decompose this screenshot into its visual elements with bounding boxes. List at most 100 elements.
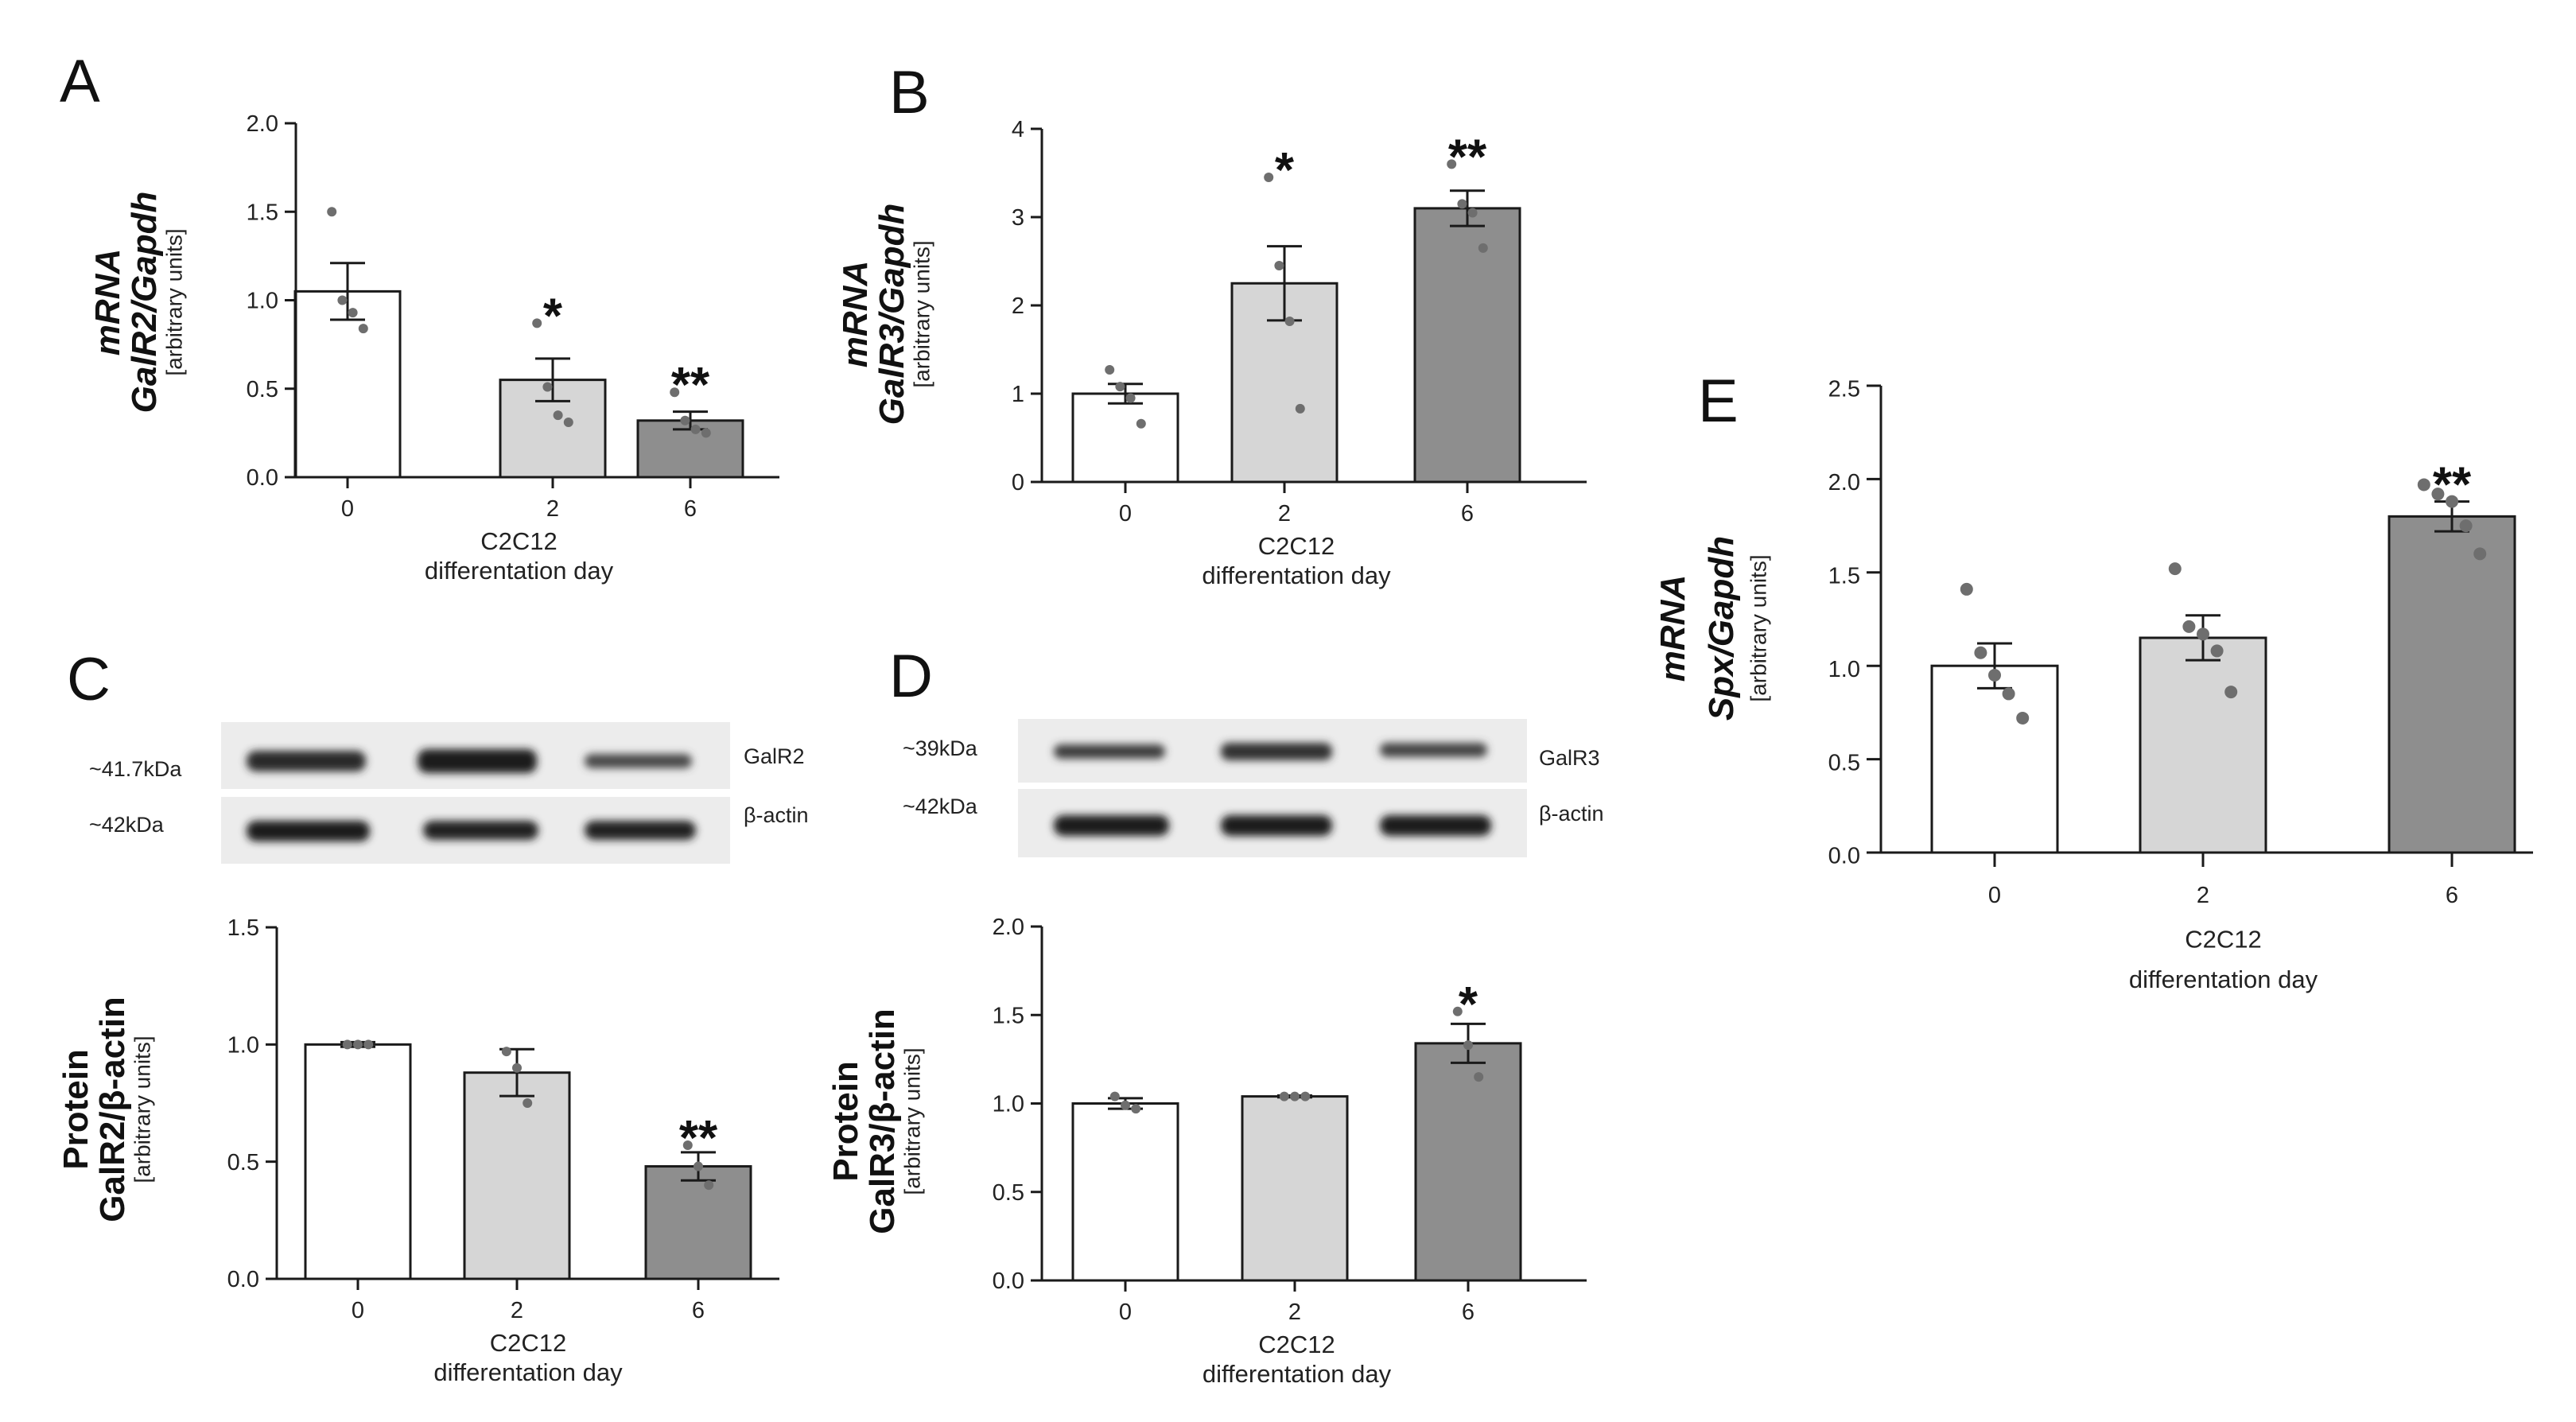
y-tick-label-b: 4 [1012,117,1024,142]
panel-letter-e: E [1698,367,1739,435]
y-axis-title-ratio-c: GalR2/β-actin [93,997,132,1222]
data-point-c-1-0 [501,1047,511,1057]
y-tick-label-d: 1.0 [993,1092,1024,1117]
x-axis-subtitle-e: differentation day [2129,965,2318,993]
blot-d-target-size: ~39kDa [903,736,978,760]
significance-e-2: ** [2433,458,2472,513]
data-point-e-1-3 [2210,644,2224,658]
data-point-e-2-0 [2417,478,2430,491]
blot-d-band [1054,815,1169,836]
x-axis-title-d: C2C12 [1258,1331,1335,1358]
data-point-a-2-2 [690,424,701,434]
bar-d-1 [1241,1095,1349,1282]
x-tick-label-c: 6 [692,1298,705,1323]
data-point-d-2-0 [1452,1006,1463,1016]
x-axis-subtitle-a: differentation day [425,557,614,585]
data-point-e-2-1 [2431,488,2445,501]
data-point-a-2-3 [701,428,711,438]
bar-d-2 [1414,1042,1522,1282]
y-axis-title-main-c: Protein [56,1049,95,1170]
blot-d-band [1054,744,1165,759]
x-axis-subtitle-d: differentation day [1203,1360,1392,1388]
x-tick-label-e: 0 [1988,883,2001,908]
significance-d-2: * [1459,977,1478,1032]
x-axis-title-b: C2C12 [1258,532,1335,560]
blot-d-control-size: ~42kDa [903,795,978,818]
y-tick-label-b: 0 [1012,470,1024,495]
blot-d: ~39kDa ~42kDa GalR3 β-actin [903,719,1604,857]
data-point-c-0-1 [353,1039,363,1050]
data-point-e-1-2 [2197,627,2209,641]
data-point-a-0-1 [337,295,348,305]
x-tick-label-d: 0 [1119,1300,1132,1325]
data-point-e-2-2 [2446,495,2458,508]
y-axis-title-units-a: [arbitrary units] [161,228,186,375]
panel-d: D * 0.0 0.5 1.0 1.5 2.0 0 2 6 C2C12differentation … [826,643,1587,1388]
y-tick-label-a: 0.0 [247,465,278,491]
bar-e-2 [2388,515,2516,854]
bar-b-2 [1413,207,1521,484]
y-tick-label-e: 2.5 [1828,377,1860,402]
significance-a-1: * [543,289,563,344]
data-point-d-2-2 [1474,1072,1484,1082]
x-tick-label-e: 6 [2446,883,2458,908]
blot-d-band [1221,743,1332,760]
data-point-e-0-3 [2002,687,2015,701]
significance-c-2: ** [679,1111,718,1166]
data-point-d-1-0 [1279,1091,1289,1101]
x-tick-label-b: 2 [1278,501,1291,526]
x-tick-label-a: 2 [546,496,559,522]
blot-c-control-size: ~42kDa [89,813,165,837]
data-point-c-1-2 [523,1098,533,1108]
panel-letter-d: D [889,643,933,710]
x-tick-label-b: 6 [1461,501,1474,526]
y-axis-title-units-e: [arbitrary units] [1746,554,1770,701]
blot-c-band [418,749,537,773]
y-tick-label-d: 0.0 [993,1269,1024,1294]
blot-c-band [585,821,696,840]
panel-a: A***0.00.51.01.52.00 2 6C2C12differentatio… [60,48,779,585]
blot-d-band [1380,815,1491,836]
panel-letter-b: B [889,59,930,126]
data-point-b-1-0 [1264,173,1274,183]
data-point-a-0-2 [348,308,358,318]
blot-c-control-label: β-actin [744,803,809,827]
y-tick-label-c: 0.0 [227,1267,259,1292]
y-tick-label-b: 2 [1012,293,1024,319]
blot-c-band [585,754,692,768]
data-point-b-2-0 [1447,159,1457,169]
y-axis-title-main-e: mRNA [1653,575,1692,682]
y-axis-title-ratio-e: Spx/Gapdh [1702,536,1741,721]
y-axis-title-ratio-a: GalR2/Gapdh [125,192,164,414]
y-tick-label-e: 0.5 [1828,750,1860,775]
y-axis-title-e: mRNA Spx/Gapdh [arbitrary units] [1653,536,1770,721]
blot-c: ~41.7kDa ~42kDa GalR2 β-actin [89,722,809,864]
y-tick-label-d: 2.0 [993,915,1024,940]
y-axis-title-units-d: [arbitrary units] [899,1047,924,1195]
x-axis-title-e: C2C12 [2185,926,2262,954]
y-axis-title-main-a: mRNA [88,249,127,356]
y-tick-label-c: 1.0 [227,1032,259,1058]
y-axis-title-ratio-d: GalR3/β-actin [863,1008,902,1234]
data-point-e-0-4 [2016,711,2030,725]
x-tick-label-a: 6 [684,496,697,522]
data-point-c-2-1 [694,1161,703,1171]
x-tick-label-c: 0 [352,1298,364,1323]
blot-d-band [1380,743,1487,757]
y-tick-label-d: 1.5 [993,1003,1024,1028]
data-point-c-1-1 [512,1063,522,1073]
y-axis-title-main-b: mRNA [836,261,875,367]
y-axis-title-units-b: [arbitrary units] [909,240,934,387]
y-tick-label-b: 3 [1012,205,1024,231]
data-point-d-1-1 [1290,1091,1300,1101]
data-point-a-2-0 [670,387,680,398]
bar-e-1 [2139,636,2267,854]
y-tick-label-b: 1 [1012,382,1024,407]
data-point-b-0-2 [1125,393,1136,403]
x-tick-label-e: 2 [2197,883,2209,908]
x-axis-subtitle-c: differentation day [433,1358,623,1386]
x-tick-label-b: 0 [1119,501,1132,526]
